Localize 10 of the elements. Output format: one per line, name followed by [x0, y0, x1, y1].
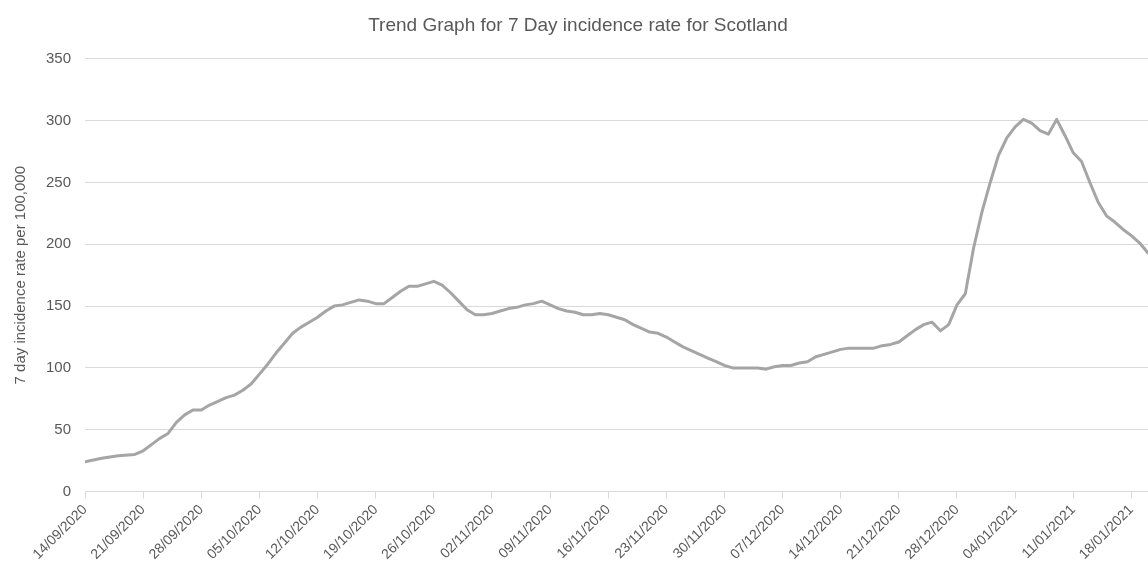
- y-tick-label: 50: [54, 419, 72, 437]
- y-tick-label: 200: [46, 234, 72, 252]
- y-tick-label: 100: [46, 358, 72, 376]
- y-tick-label: 300: [46, 110, 72, 128]
- y-tick-label: 350: [46, 48, 72, 66]
- chart-title: Trend Graph for 7 Day incidence rate for Scotland: [368, 13, 788, 35]
- y-tick-label: 0: [62, 481, 72, 499]
- y-tick-label: 250: [46, 172, 72, 190]
- y-tick-label: 150: [46, 296, 72, 314]
- y-axis-title: 7 day incidence rate per 100,000: [11, 165, 29, 385]
